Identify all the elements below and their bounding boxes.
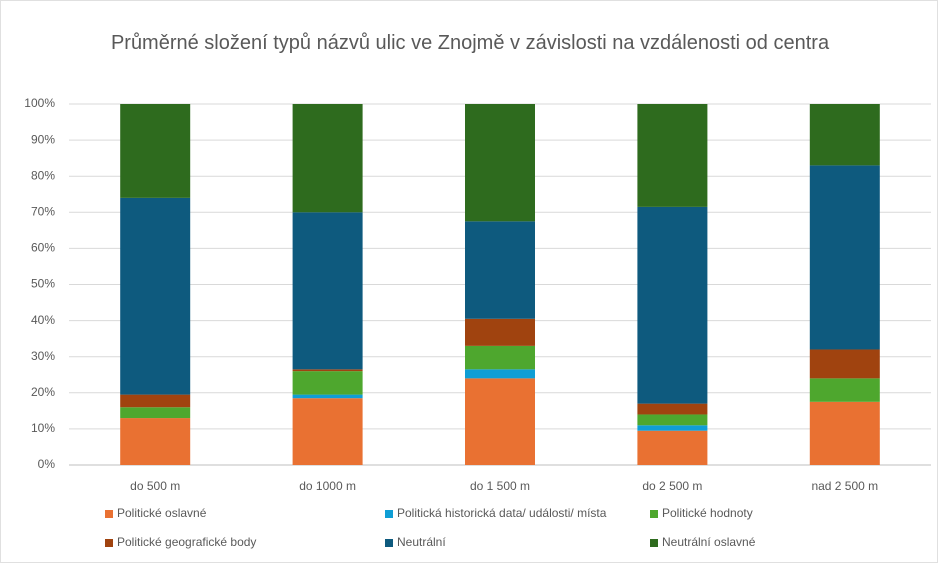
bar-segment: [809, 349, 880, 379]
legend-swatch: [105, 510, 113, 518]
x-tick-label: nad 2 500 m: [811, 479, 878, 493]
legend-swatch: [105, 539, 113, 547]
y-tick-label: 40%: [31, 313, 55, 327]
bar-segment: [465, 378, 535, 465]
x-tick-label: do 1000 m: [299, 479, 356, 493]
chart-title: Průměrné složení typů názvů ulic ve Znoj…: [110, 32, 830, 54]
legend-label: Politické hodnoty: [662, 506, 753, 520]
legend-swatch: [650, 539, 658, 547]
y-tick-label: 50%: [31, 277, 55, 291]
y-tick-label: 100%: [24, 96, 55, 110]
x-tick-label: do 1 500 m: [470, 479, 530, 493]
y-tick-label: 90%: [31, 132, 55, 146]
bar-segment: [292, 369, 363, 372]
legend-label: Neutrální: [397, 535, 446, 549]
bar-segment: [637, 104, 708, 207]
bar-segment: [637, 206, 708, 404]
bar-segment: [809, 104, 880, 166]
bar-segment: [120, 197, 191, 395]
legend-label: Politická historická data/ události/ mís…: [397, 506, 607, 520]
legend-swatch: [385, 510, 393, 518]
bar-segment: [120, 407, 191, 419]
bar-segment: [809, 401, 880, 465]
bar-segment: [809, 378, 880, 402]
y-tick-label: 20%: [31, 385, 55, 399]
bar-segment: [637, 414, 708, 426]
bar-segment: [637, 425, 708, 431]
legend-swatch: [650, 510, 658, 518]
bar-segment: [465, 318, 535, 346]
bar-segment: [292, 104, 363, 213]
bar-segment: [292, 394, 363, 399]
y-tick-label: 70%: [31, 204, 55, 218]
bar-segment: [465, 345, 535, 370]
bar-segment: [292, 398, 363, 465]
bar-segment: [292, 371, 363, 395]
bar-segment: [465, 369, 535, 379]
x-tick-label: do 500 m: [130, 479, 180, 493]
bar-segment: [120, 418, 191, 465]
bar-segment: [120, 394, 191, 408]
bar-segment: [465, 221, 535, 319]
legend-label: Neutrální oslavné: [662, 535, 756, 549]
legend-label: Politické geografické body: [117, 535, 256, 549]
legend-label: Politické oslavné: [117, 506, 207, 520]
bar-segment: [292, 212, 363, 370]
y-tick-label: 30%: [31, 349, 55, 363]
bar-segment: [120, 104, 191, 198]
bar-segment: [637, 403, 708, 415]
bar-segment: [637, 430, 708, 465]
legend-swatch: [385, 539, 393, 547]
y-tick-label: 60%: [31, 241, 55, 255]
x-tick-label: do 2 500 m: [642, 479, 702, 493]
bar-segment: [465, 104, 535, 222]
y-tick-label: 80%: [31, 168, 55, 182]
bar-segment: [809, 165, 880, 350]
y-tick-label: 10%: [31, 421, 55, 435]
y-tick-label: 0%: [38, 457, 56, 471]
